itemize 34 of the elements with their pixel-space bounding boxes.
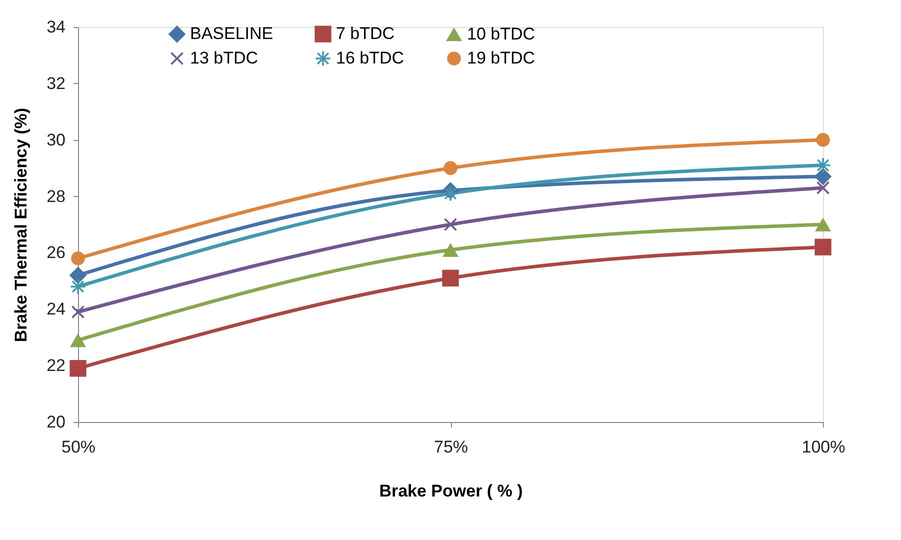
y-axis-title: Brake Thermal Efficiency (%) — [12, 108, 31, 342]
point — [70, 279, 86, 294]
point — [70, 333, 86, 348]
y-tick-label: 30 — [46, 130, 66, 150]
legend-label: 7 bTDC — [336, 24, 395, 44]
point — [72, 306, 84, 318]
x-tick-label: 50% — [61, 438, 96, 456]
y-tick-label: 26 — [46, 243, 66, 262]
point — [71, 251, 85, 266]
x-tick-label: 100% — [802, 438, 846, 456]
point — [814, 238, 832, 256]
point — [816, 132, 830, 147]
point — [814, 168, 832, 186]
legend-label: 10 bTDC — [467, 24, 536, 44]
point — [815, 218, 831, 232]
point — [816, 181, 830, 194]
legend-label: 16 bTDC — [336, 48, 404, 68]
y-tick-label: 24 — [46, 300, 66, 319]
y-tick-label: 22 — [46, 356, 66, 376]
point — [444, 161, 458, 175]
y-tick-label: 34 — [46, 18, 66, 36]
y-tick-label: 32 — [46, 74, 66, 93]
point — [443, 186, 458, 201]
y-tick-label: 20 — [46, 412, 66, 432]
point — [442, 270, 459, 286]
point — [442, 242, 458, 257]
point — [69, 266, 87, 284]
legend-label: BASELINE — [190, 24, 274, 44]
point — [70, 360, 86, 377]
y-tick-label: 28 — [46, 186, 66, 206]
legend-label: 13 bTDC — [190, 48, 258, 68]
x-tick-label: 75% — [434, 438, 468, 456]
x-axis-title: Brake Power ( % ) — [379, 482, 523, 500]
legend-label: 19 bTDC — [467, 48, 536, 68]
